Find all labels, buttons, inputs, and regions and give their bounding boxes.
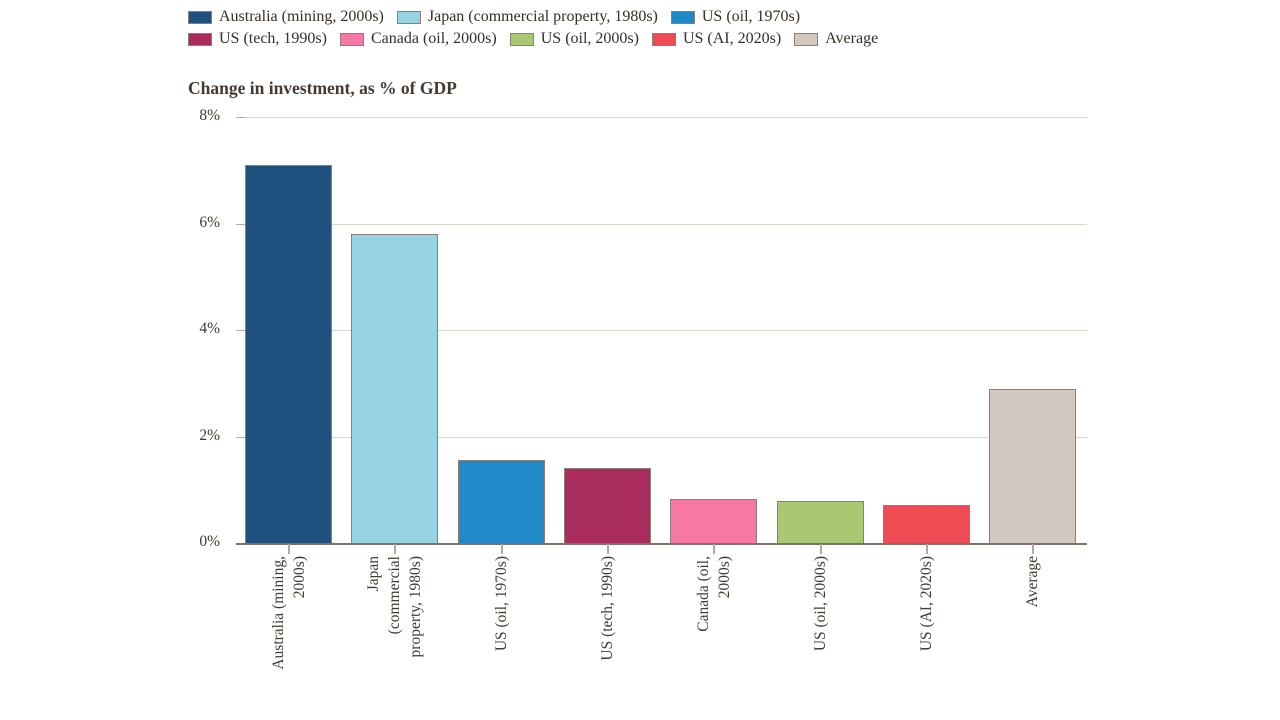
legend-label: Australia (mining, 2000s) xyxy=(219,8,384,25)
bar-us-tech-1990s xyxy=(564,468,651,543)
legend-swatch xyxy=(794,32,819,46)
y-tick xyxy=(236,117,245,118)
legend-item-average: Average xyxy=(794,30,878,48)
x-tick-label: US (oil, 1970s) xyxy=(493,556,510,652)
bar-canada-oil-2000s xyxy=(670,499,757,543)
gridline xyxy=(245,330,1087,331)
y-tick-label: 4% xyxy=(199,320,220,337)
legend-row: Australia (mining, 2000s) Japan (commerci… xyxy=(188,6,878,28)
y-tick-label: 2% xyxy=(199,427,220,444)
legend-item-us-tech-1990s: US (tech, 1990s) xyxy=(188,30,327,48)
legend-item-japan-commercial-property-1980s: Japan (commercial property, 1980s) xyxy=(396,8,658,26)
y-tick-label: 6% xyxy=(199,214,220,231)
x-tick xyxy=(606,544,609,554)
x-tick-label: US (oil, 2000s) xyxy=(812,556,829,652)
legend-label: US (oil, 1970s) xyxy=(701,8,801,25)
legend-label: US (oil, 2000s) xyxy=(540,30,639,47)
x-tick-label: Japan (commercial property, 1980s) xyxy=(365,556,424,658)
bar-japan-commercial-property-1980s xyxy=(351,234,438,543)
legend-label: Japan (commercial property, 1980s) xyxy=(427,8,658,25)
x-tick xyxy=(925,544,928,554)
legend-row: US (tech, 1990s) Canada (oil, 2000s) US (o… xyxy=(188,28,878,50)
y-tick xyxy=(236,437,245,438)
legend-label: Canada (oil, 2000s) xyxy=(370,30,497,47)
y-tick-label: 0% xyxy=(199,533,220,550)
gridline xyxy=(245,437,1087,438)
bar-us-oil-2000s xyxy=(777,501,864,543)
y-tick xyxy=(236,330,245,331)
bar-australia-mining-2000s xyxy=(245,165,332,543)
x-tick-label: Canada (oil, 2000s) xyxy=(694,556,733,632)
x-tick-label: Average xyxy=(1024,556,1041,608)
bar-us-ai-2020s xyxy=(883,505,970,543)
legend-item-canada-oil-2000s: Canada (oil, 2000s) xyxy=(339,30,497,48)
x-axis-line xyxy=(236,543,1087,545)
x-tick xyxy=(1031,544,1034,554)
legend-item-us-oil-2000s: US (oil, 2000s) xyxy=(509,30,639,48)
legend-swatch xyxy=(670,10,695,24)
legend-swatch xyxy=(188,10,212,24)
legend-swatch xyxy=(651,32,676,46)
x-tick-label: US (tech, 1990s) xyxy=(599,556,616,661)
x-tick-label: US (AI, 2020s) xyxy=(918,556,935,652)
x-tick xyxy=(393,544,396,554)
y-tick-label: 8% xyxy=(199,107,220,124)
x-tick xyxy=(500,544,503,554)
legend-label: US (tech, 1990s) xyxy=(219,30,327,47)
x-tick-label: Australia (mining, 2000s) xyxy=(269,556,308,670)
legend-label: Average xyxy=(825,30,879,47)
legend-swatch xyxy=(339,32,364,46)
legend-item-us-oil-1970s: US (oil, 1970s) xyxy=(670,8,801,26)
legend-swatch xyxy=(509,32,534,46)
gridline xyxy=(245,224,1087,225)
x-tick xyxy=(819,544,822,554)
bar-us-oil-1970s xyxy=(458,460,545,543)
y-tick xyxy=(236,224,245,225)
bar-average xyxy=(989,389,1076,543)
x-tick xyxy=(712,544,715,554)
legend-item-us-ai-2020s: US (AI, 2020s) xyxy=(651,30,782,48)
legend-item-australia-mining-2000s: Australia (mining, 2000s) xyxy=(188,8,384,26)
legend-swatch xyxy=(188,32,212,46)
legend-swatch xyxy=(396,10,421,24)
x-tick xyxy=(287,544,290,554)
legend-label: US (AI, 2020s) xyxy=(682,30,782,47)
chart-title: Change in investment, as % of GDP xyxy=(188,78,457,98)
gridline xyxy=(245,117,1087,118)
chart-legend: Australia (mining, 2000s) Japan (commerci… xyxy=(188,6,878,50)
